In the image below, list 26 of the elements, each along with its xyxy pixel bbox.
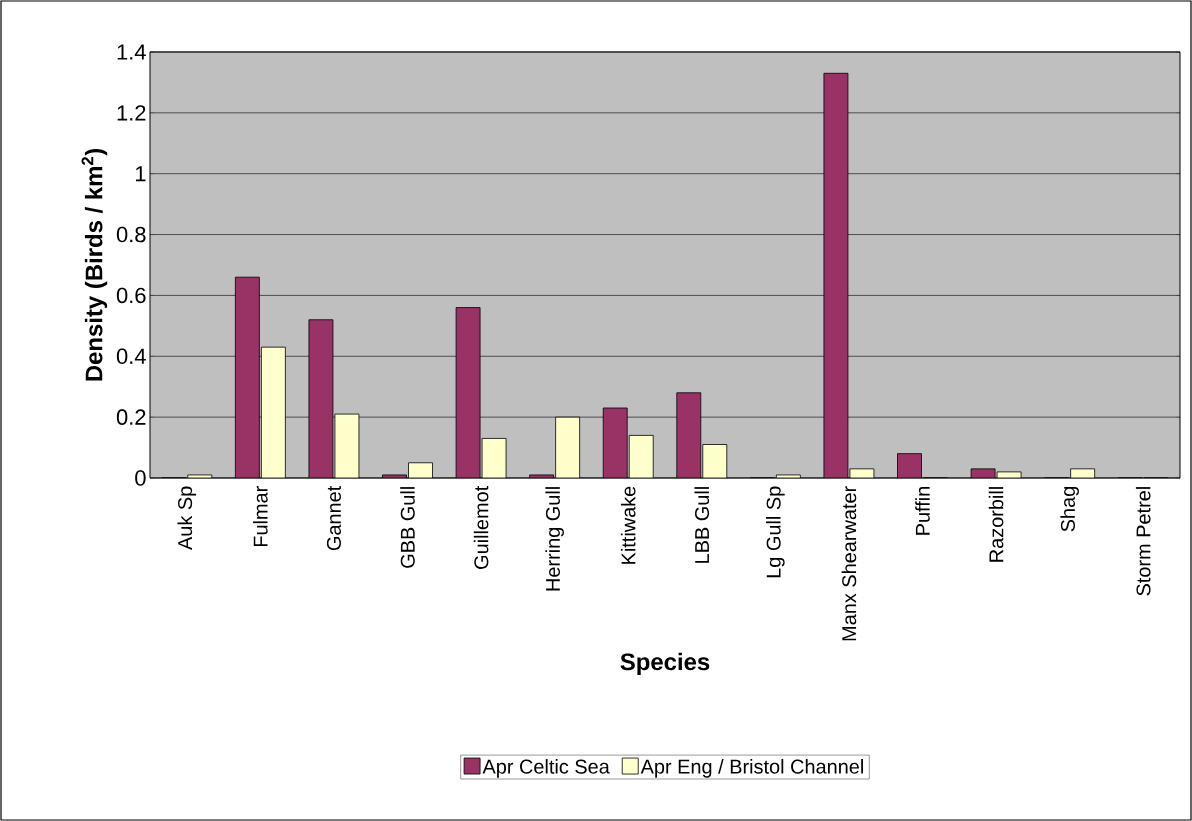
y-tick-label: 0.2 <box>116 409 146 425</box>
legend-label: Apr Eng / Bristol Channel <box>640 759 863 778</box>
x-tick-label: Gannet <box>326 485 341 551</box>
x-axis-title: Species <box>620 652 710 676</box>
y-tick-label: 0 <box>135 470 146 486</box>
x-tick-label: Storm Petrel <box>1135 487 1151 596</box>
x-tick-label: Auk Sp <box>177 486 197 550</box>
x-tick-label: Manx Shearwater <box>841 486 857 641</box>
x-tick-label: Shag <box>1060 487 1079 532</box>
y-tick-label: 0.6 <box>116 287 146 304</box>
x-tick-label: Herring Gull <box>545 487 564 591</box>
y-tick-label: 1.4 <box>117 44 146 60</box>
y-tick-label: 0.8 <box>116 226 146 243</box>
x-tick-label: GBB Gull <box>400 487 415 568</box>
y-axis-title: Density (Birds / km$^{2}$) <box>81 149 108 381</box>
x-tick-label: Fulmar <box>253 486 268 547</box>
y-tick-label: 1.2 <box>117 105 146 121</box>
x-tick-label: LBB Gull <box>694 487 710 563</box>
y-tick-label: 0.4 <box>116 348 146 365</box>
x-tick-label: Guillemot <box>473 485 489 569</box>
x-tick-label: Lg Gull Sp <box>766 486 785 578</box>
x-tick-label: Kittiwake <box>620 486 636 564</box>
y-tick-label: 1 <box>135 166 146 182</box>
x-tick-label: Puffin <box>915 487 930 535</box>
legend-label: Apr Celtic Sea <box>482 759 610 778</box>
x-tick-label: Razorbill <box>988 487 1004 562</box>
